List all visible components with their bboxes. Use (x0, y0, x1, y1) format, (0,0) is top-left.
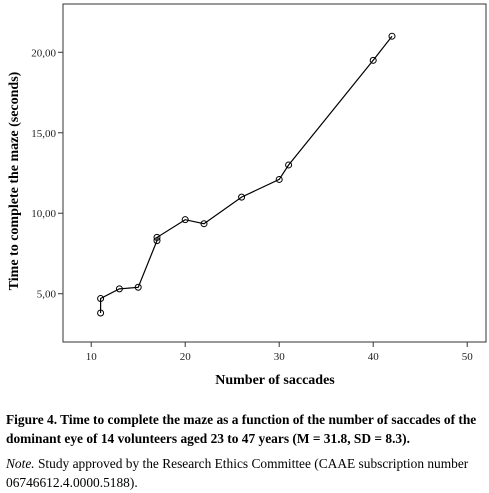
note-text: Study approved by the Research Ethics Co… (6, 456, 469, 490)
data-point (369, 56, 377, 64)
data-point (238, 193, 246, 201)
note-label: Note. (6, 456, 35, 471)
x-tick-label: 20 (180, 351, 192, 363)
data-point (153, 237, 161, 245)
y-tick-label: 10,00 (31, 208, 56, 220)
data-point (97, 295, 105, 303)
scatter-line-chart: 5,00 10,00 15,00 20,00 10 20 30 40 50 Number of… (7, 3, 487, 388)
y-axis-title: Time to complete the maze (seconds) (7, 71, 22, 290)
y-tick-label: 15,00 (31, 128, 56, 140)
data-point (275, 175, 283, 183)
plot-frame (62, 3, 487, 343)
data-point (153, 233, 161, 241)
data-point (200, 220, 208, 228)
data-point (181, 216, 189, 224)
data-point (388, 32, 396, 40)
x-tick-label: 40 (368, 351, 380, 363)
data-point (285, 161, 293, 169)
x-tick-label: 10 (86, 351, 98, 363)
x-tick-label: 50 (462, 351, 474, 363)
x-tick-label: 30 (274, 351, 286, 363)
data-point (134, 283, 142, 291)
figure-note: Note. Study approved by the Research Eth… (6, 454, 486, 492)
x-axis-title: Number of saccades (215, 373, 335, 388)
y-tick-label: 5,00 (37, 289, 57, 301)
figure-caption: Figure 4. Time to complete the maze as a… (6, 412, 477, 446)
series-line (99, 35, 393, 313)
y-tick-label: 20,00 (31, 47, 56, 59)
data-point (115, 285, 123, 293)
data-point (97, 309, 105, 317)
